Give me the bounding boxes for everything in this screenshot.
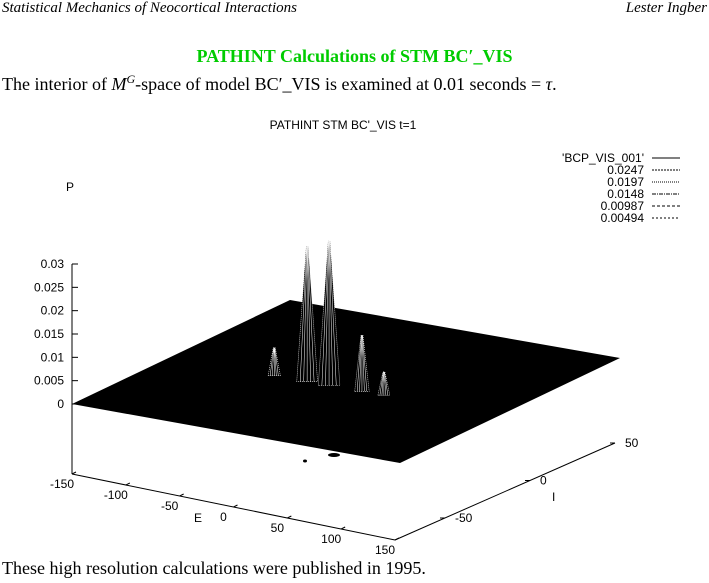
x-axis-label: E xyxy=(194,511,202,525)
peak-wire xyxy=(329,240,337,386)
peak-wire xyxy=(274,347,277,376)
running-head-author: Lester Ingber xyxy=(625,0,707,16)
legend: 'BCP_VIS_001'0.02470.01970.01480.009870.… xyxy=(562,151,680,225)
x-tick xyxy=(71,471,77,475)
x-tick-label: 100 xyxy=(321,532,341,546)
y-tick-label: -50 xyxy=(455,511,473,525)
legend-label: 'BCP_VIS_001' xyxy=(562,151,644,165)
peak-wire xyxy=(307,246,315,382)
y-tick-label: 0 xyxy=(540,474,547,488)
legend-label: 0.0197 xyxy=(607,175,644,189)
peak-wire xyxy=(269,347,274,376)
peak-wire xyxy=(271,347,275,376)
surface-plot: PATHINT STM BC'_VIS t=1 'BCP_VIS_001'0.0… xyxy=(34,118,680,555)
z-tick-label: 0.005 xyxy=(34,374,64,388)
surface-base xyxy=(72,300,620,463)
math-m: M xyxy=(111,74,127,94)
peak-wire xyxy=(329,240,333,386)
z-tick-label: 0.03 xyxy=(41,257,65,271)
y-axis-line xyxy=(394,442,616,541)
peak-wire xyxy=(274,347,279,376)
peak-wire xyxy=(325,240,330,386)
peak-wire xyxy=(381,371,384,396)
running-head: Statistical Mechanics of Neocortical Int… xyxy=(0,0,709,18)
z-tick-label: 0.01 xyxy=(41,350,65,364)
z-tick-label: 0.015 xyxy=(34,327,64,341)
peak-wire xyxy=(362,335,368,392)
peaks xyxy=(267,240,391,396)
peak-wire xyxy=(379,371,384,396)
peak-wire xyxy=(299,246,307,382)
running-head-title: Statistical Mechanics of Neocortical Int… xyxy=(2,0,297,16)
intro-paragraph: The interior of MG-space of model BC′_VI… xyxy=(2,72,557,95)
intro-text-3: . xyxy=(552,74,557,94)
x-tick-label: -100 xyxy=(104,488,128,502)
peak-wire xyxy=(321,240,329,386)
legend-label: 0.0247 xyxy=(607,163,644,177)
x-tick-label: -150 xyxy=(50,477,74,491)
y-axis-label: I xyxy=(552,490,555,504)
x-tick xyxy=(394,537,400,541)
x-tick-label: -50 xyxy=(161,499,179,513)
contour-blob xyxy=(303,459,307,463)
z-axis-label: P xyxy=(66,180,74,194)
contour-blob xyxy=(328,453,340,457)
y-ticks: 50 0 -50 xyxy=(440,436,639,525)
peak-wire xyxy=(362,335,365,392)
peak-wire xyxy=(307,246,311,382)
legend-label: 0.00494 xyxy=(601,211,645,225)
chart-title: PATHINT STM BC'_VIS t=1 xyxy=(270,118,417,132)
peak-wire xyxy=(356,335,362,392)
peak-wire xyxy=(384,371,389,396)
legend-label: 0.00987 xyxy=(601,199,645,213)
x-tick-label: 0 xyxy=(220,510,227,524)
x-tick xyxy=(179,493,184,497)
peak-wire xyxy=(383,371,387,396)
z-ticks: 0.03 0.025 0.02 0.015 0.01 0.005 0 xyxy=(34,257,78,411)
legend-label: 0.0148 xyxy=(607,187,644,201)
math-superscript: G xyxy=(126,72,136,86)
x-tick-label: 150 xyxy=(375,543,395,555)
x-tick xyxy=(125,482,131,486)
peak-wire xyxy=(359,335,362,392)
intro-text-2: -space of model BC′_VIS is examined at 0… xyxy=(135,74,546,94)
x-ticks: -150 -100 -50 0 50 100 150 xyxy=(50,471,400,555)
section-title: PATHINT Calculations of STM BC′_VIS xyxy=(196,46,513,66)
x-tick xyxy=(287,515,292,519)
z-tick-label: 0.02 xyxy=(41,304,65,318)
z-tick-label: 0 xyxy=(57,397,64,411)
x-tick xyxy=(340,526,346,530)
x-tick xyxy=(233,504,238,508)
x-tick-label: 50 xyxy=(271,521,285,535)
peak-wire xyxy=(303,246,308,382)
y-tick-label: 50 xyxy=(625,436,639,450)
intro-text-1: The interior of xyxy=(2,74,112,94)
math-tau: τ xyxy=(545,74,553,94)
z-tick-label: 0.025 xyxy=(34,280,64,294)
footer-text: These high resolution calculations were … xyxy=(2,558,426,578)
